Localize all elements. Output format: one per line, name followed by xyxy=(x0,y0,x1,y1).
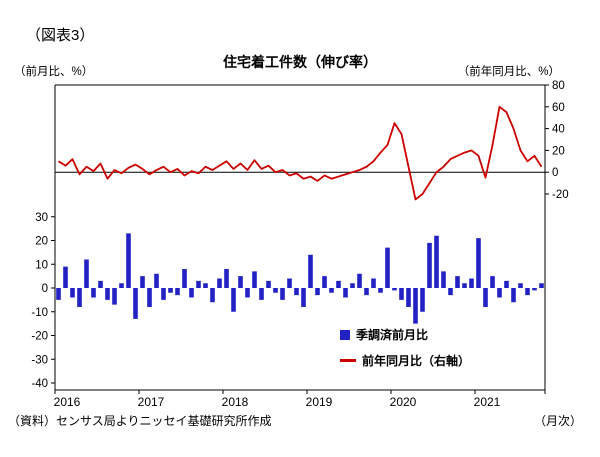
svg-text:80: 80 xyxy=(552,80,565,92)
svg-text:60: 60 xyxy=(552,102,565,114)
svg-text:10: 10 xyxy=(35,259,48,271)
svg-text:2021: 2021 xyxy=(474,395,501,409)
svg-text:0: 0 xyxy=(552,167,558,179)
frequency-note: （月次） xyxy=(533,414,582,428)
bar-legend-swatch xyxy=(340,329,350,340)
svg-text:-40: -40 xyxy=(31,378,48,390)
svg-text:30: 30 xyxy=(35,212,48,224)
bar-series xyxy=(56,233,544,324)
chart-title: 住宅着工件数（伸び率） xyxy=(223,54,377,70)
bar-legend-label: 季調済前月比 xyxy=(356,328,429,342)
svg-text:-10: -10 xyxy=(31,307,48,319)
svg-text:-20: -20 xyxy=(552,189,569,201)
svg-text:0: 0 xyxy=(42,283,48,295)
svg-text:2017: 2017 xyxy=(138,395,165,409)
line-legend-swatch xyxy=(340,359,356,362)
svg-text:-20: -20 xyxy=(31,331,48,343)
svg-text:40: 40 xyxy=(552,124,565,136)
svg-text:-30: -30 xyxy=(31,354,48,366)
svg-text:2018: 2018 xyxy=(222,395,249,409)
legend: 季調済前月比 前年同月比（右軸） xyxy=(340,326,470,369)
right-axis-unit-label: （前年同月比、%） xyxy=(457,66,560,78)
left-axis-unit-label: （前月比、%） xyxy=(14,66,94,78)
source-note: （資料）センサス局よりニッセイ基礎研究所作成 xyxy=(8,414,272,428)
legend-item-line: 前年同月比（右軸） xyxy=(340,352,470,369)
svg-text:20: 20 xyxy=(552,145,565,157)
svg-text:20: 20 xyxy=(35,236,48,248)
figure-label: （図表3） xyxy=(26,27,95,44)
svg-text:2019: 2019 xyxy=(306,395,333,409)
svg-text:2016: 2016 xyxy=(54,395,81,409)
line-series xyxy=(58,105,543,201)
legend-item-bars: 季調済前月比 xyxy=(340,326,470,343)
line-legend-label: 前年同月比（右軸） xyxy=(362,354,471,368)
svg-text:2020: 2020 xyxy=(390,395,417,409)
